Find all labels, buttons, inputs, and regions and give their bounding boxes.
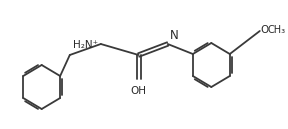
Text: N: N: [170, 29, 178, 42]
Text: CH₃: CH₃: [268, 25, 286, 35]
Text: H₂N⁺: H₂N⁺: [73, 40, 98, 50]
Text: O: O: [261, 25, 269, 35]
Text: OH: OH: [131, 86, 147, 96]
